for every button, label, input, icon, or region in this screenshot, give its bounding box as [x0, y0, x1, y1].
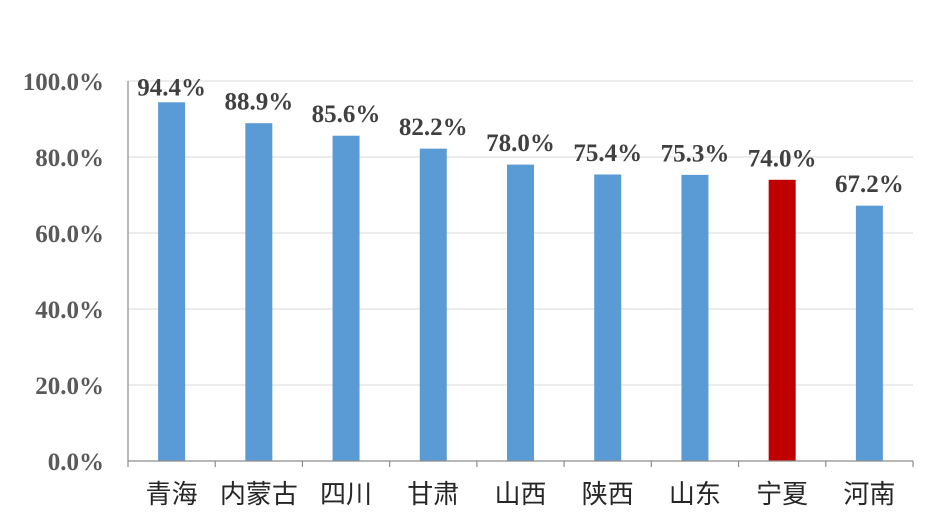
bar-2 [245, 123, 273, 462]
category-label-9: 河南 [843, 480, 895, 509]
bars [158, 102, 883, 462]
y-tick-label-80: 80.0% [35, 145, 104, 172]
bar-1 [158, 102, 186, 461]
category-label-5: 山西 [494, 480, 546, 509]
data-label-6: 75.4% [573, 140, 642, 167]
bar-8 [768, 179, 796, 462]
data-label-1: 94.4% [137, 75, 206, 102]
data-label-5: 78.0% [486, 130, 555, 157]
bar-4 [419, 148, 447, 461]
y-tick-label-20: 20.0% [35, 373, 104, 400]
data-labels: 94.4% 88.9% 85.6% 82.2% 78.0% 75.4% 75.3% 74.0%… [137, 75, 904, 199]
category-label-2: 内蒙古 [220, 480, 298, 509]
bar-6 [594, 174, 622, 462]
y-tick-label-0: 0.0% [48, 449, 104, 476]
y-axis-tick-labels: 0.0% 20.0% 40.0% 60.0% 80.0% 100.0% [23, 69, 104, 476]
category-label-7: 山东 [669, 480, 721, 509]
category-label-4: 甘肃 [407, 480, 459, 509]
y-tick-label-60: 60.0% [35, 221, 104, 248]
data-label-9: 67.2% [835, 171, 904, 198]
bar-3 [332, 135, 360, 461]
data-label-4: 82.2% [399, 114, 468, 141]
axes [127, 81, 913, 462]
data-label-8: 74.0% [748, 145, 817, 172]
category-label-1: 青海 [146, 480, 198, 509]
bar-7 [681, 174, 709, 462]
y-tick-label-40: 40.0% [35, 297, 104, 324]
bar-5 [507, 164, 534, 461]
y-tick-label-100: 100.0% [23, 69, 104, 96]
data-label-3: 85.6% [312, 101, 381, 128]
category-labels: 青海 内蒙古 四川 甘肃 山西 陕西 山东 宁夏 河南 [146, 480, 896, 509]
x-axis-ticks [127, 461, 914, 467]
category-label-3: 四川 [320, 480, 372, 509]
category-label-8: 宁夏 [756, 480, 808, 509]
data-label-7: 75.3% [661, 140, 730, 167]
category-label-6: 陕西 [582, 480, 634, 509]
data-label-2: 88.9% [224, 89, 293, 116]
bar-9 [855, 205, 883, 461]
